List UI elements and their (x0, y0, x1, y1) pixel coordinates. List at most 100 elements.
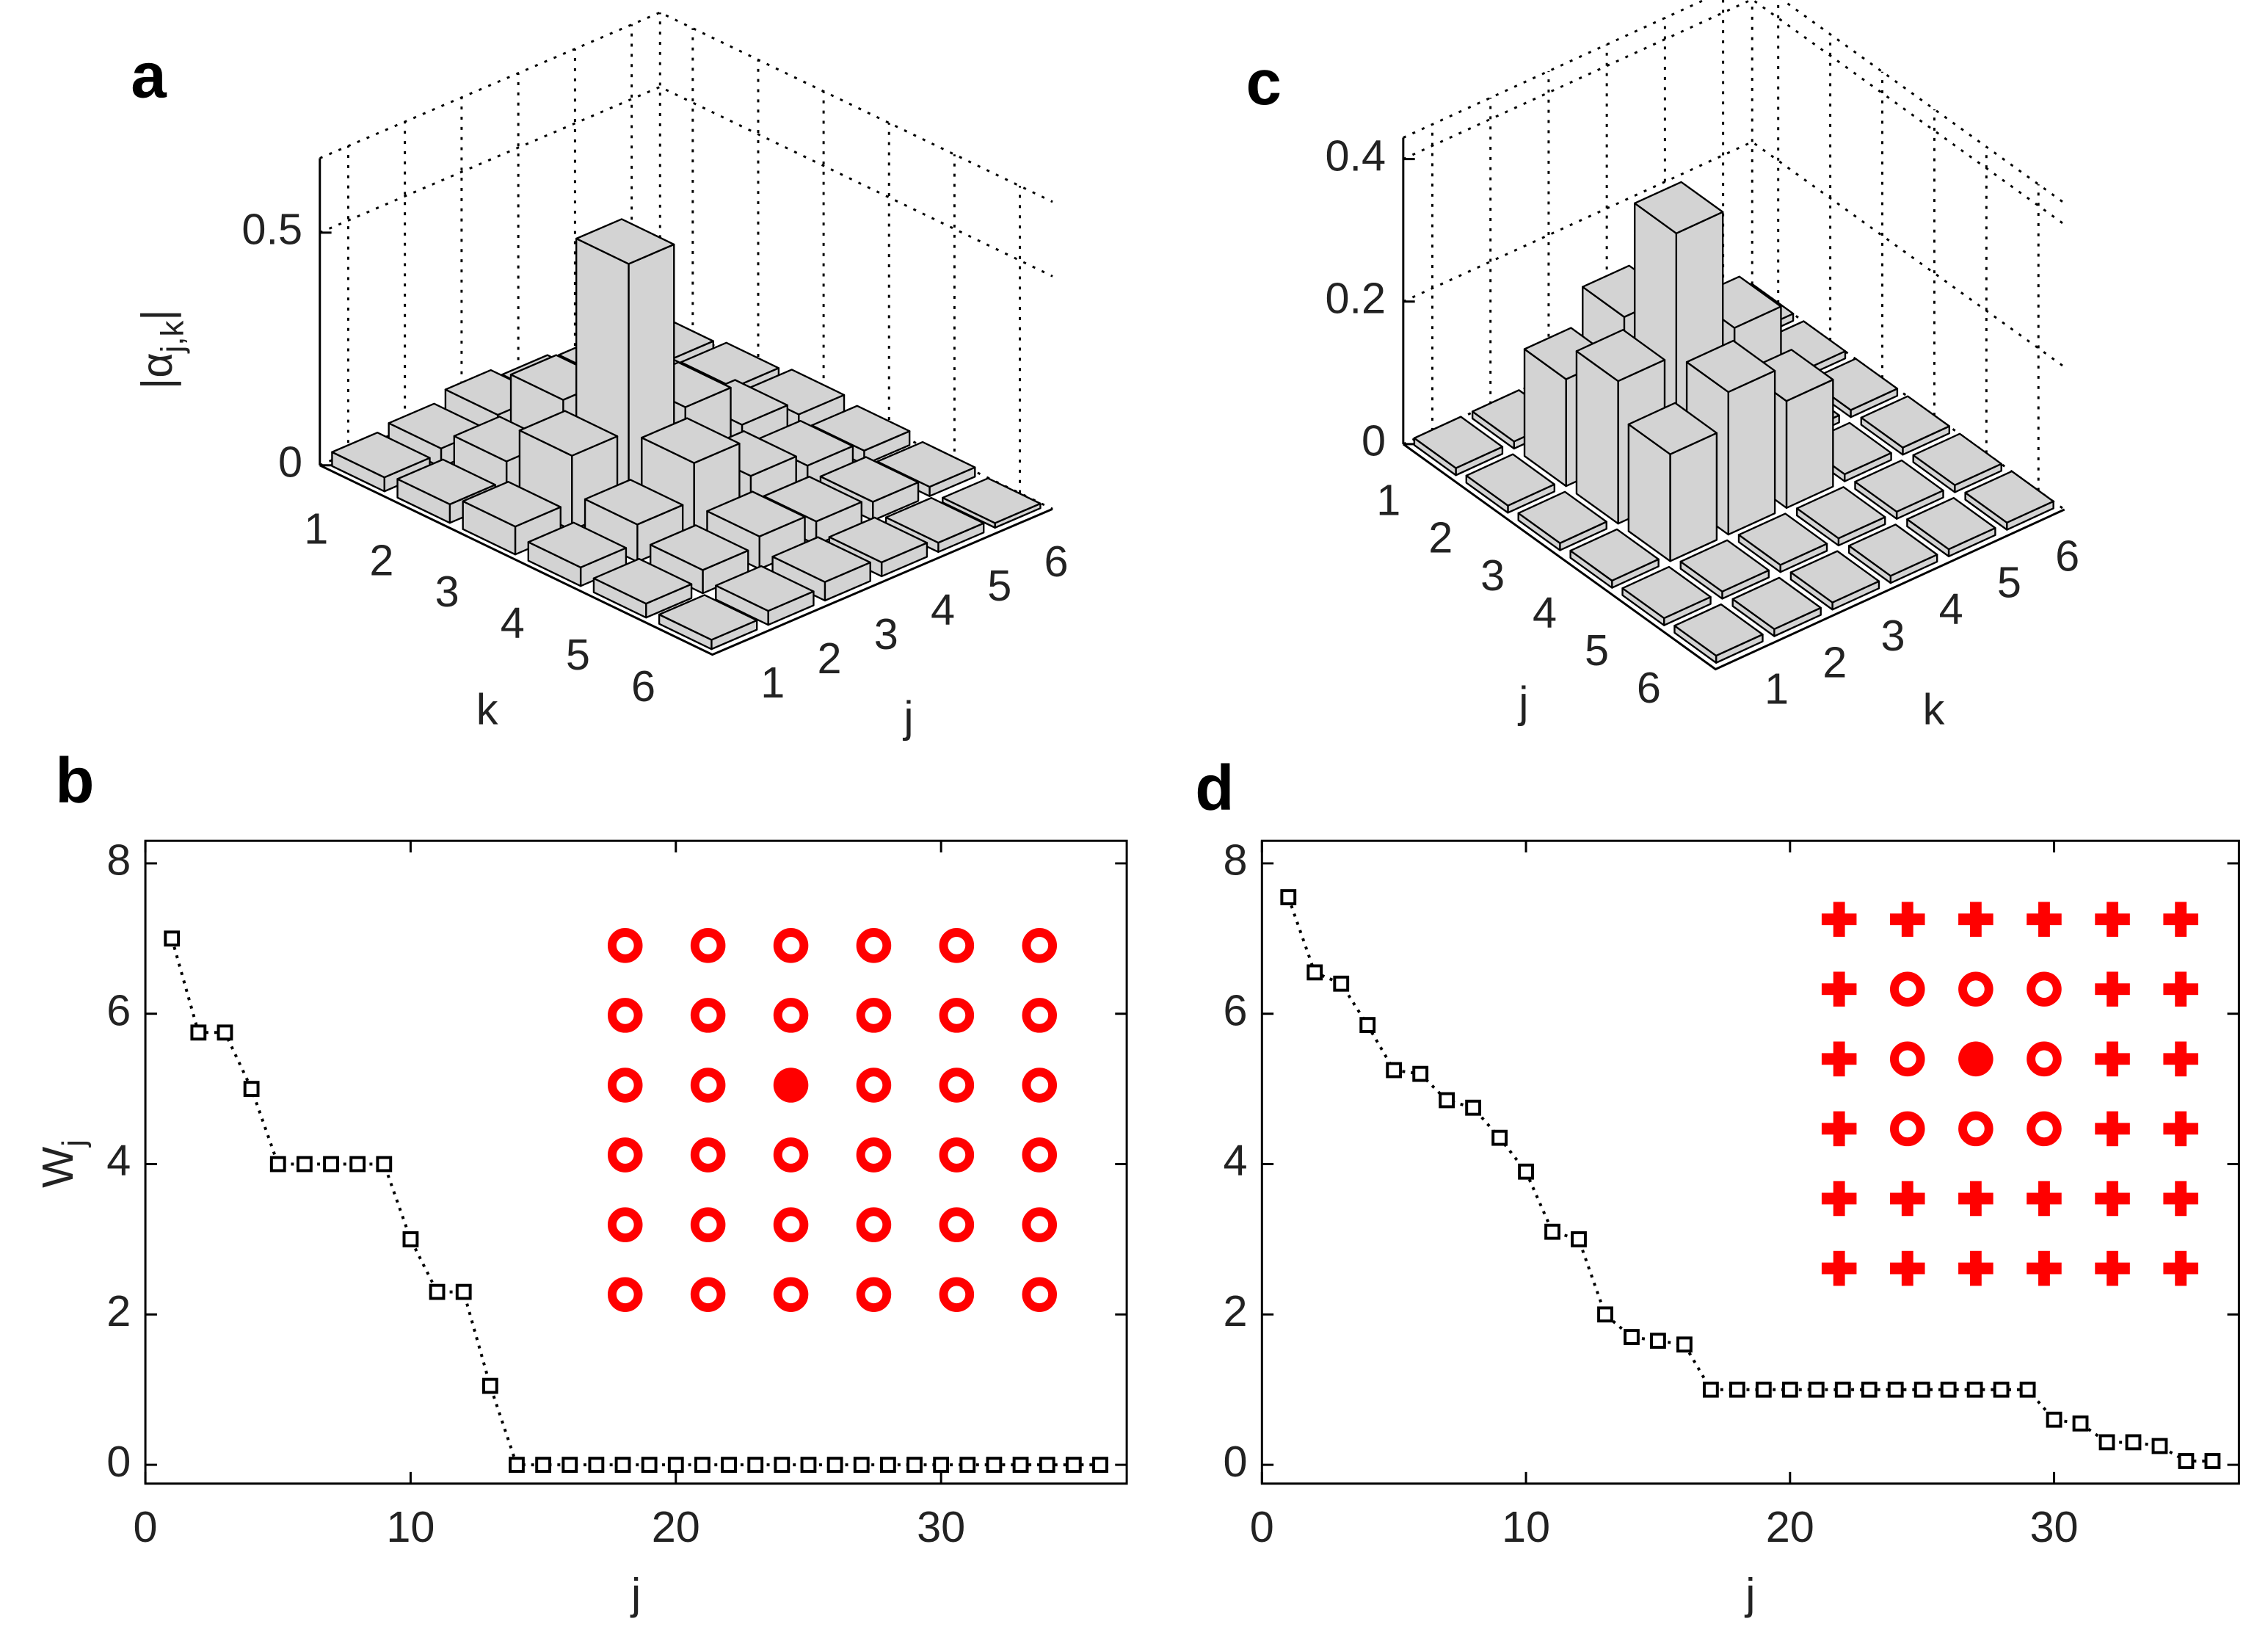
bar (1621, 565, 1712, 626)
right-tick-label: 6 (2055, 531, 2079, 580)
bar-top (1860, 395, 1951, 449)
inset-ring (1958, 971, 1993, 1007)
inset-ring (1890, 1111, 1925, 1147)
series-line (1287, 896, 2213, 1463)
inset-plus (2175, 902, 2187, 937)
point (455, 1283, 472, 1300)
inset-plus (2038, 1250, 2050, 1286)
right-tick-label: 1 (1764, 664, 1789, 714)
point (2204, 1453, 2221, 1469)
grid-line (1403, 0, 2065, 225)
inset-ring (939, 1277, 975, 1312)
inset-plus (2107, 971, 2118, 1007)
left-tick-label: 3 (1480, 551, 1505, 600)
inset-plus (1969, 1250, 1982, 1286)
inset-ring (607, 1068, 643, 1103)
inset-plus (1833, 1111, 1845, 1147)
bar-top (1673, 603, 1764, 657)
bar (1517, 490, 1607, 551)
point (1676, 1336, 1693, 1353)
right-tick-label: 3 (1880, 611, 1905, 660)
bar (1854, 459, 1944, 520)
inset-ring (607, 928, 643, 963)
bar-top (1808, 358, 1899, 411)
bar-top (1685, 339, 1776, 394)
inset-ring (856, 1137, 892, 1173)
point (164, 930, 181, 947)
right-tick-label: 6 (1044, 537, 1069, 586)
inset-plus (1833, 1041, 1845, 1077)
z-axis-label-part: |α (132, 352, 181, 389)
bar-top (1569, 528, 1660, 582)
bar (1737, 512, 1828, 573)
point (721, 1457, 737, 1474)
left-tick-label: 3 (435, 567, 459, 616)
bar-top (810, 405, 911, 452)
right-tick-label: 4 (931, 585, 955, 634)
bar (658, 594, 758, 651)
bar-top (584, 479, 684, 526)
bar (1679, 539, 1770, 600)
bar-top (650, 524, 749, 571)
bar-top (331, 432, 431, 479)
point (1940, 1381, 1957, 1398)
plot-frame (1260, 839, 2240, 1485)
inset-ring (607, 1277, 643, 1312)
point (2046, 1411, 2062, 1428)
inset-ring (1022, 928, 1058, 963)
bar-top (518, 410, 619, 457)
point (481, 1377, 498, 1394)
y-tick-label: 2 (1223, 1286, 1247, 1336)
inset-plus (2175, 1181, 2187, 1217)
inset-ring (939, 928, 975, 963)
point (800, 1457, 817, 1474)
inset-ring (1890, 971, 1925, 1007)
y-tick-label: 8 (1223, 836, 1247, 885)
inset-plus (2175, 971, 2187, 1007)
bar-face (1785, 378, 1834, 510)
z-tick-label: 0.4 (1325, 131, 1386, 180)
bar (1912, 432, 2002, 493)
inset-ring (690, 928, 726, 963)
inset-ring (773, 1137, 809, 1173)
point (1012, 1457, 1029, 1474)
bar-top (942, 477, 1042, 524)
bar-top (1731, 576, 1822, 630)
inset-plus (2107, 1111, 2118, 1147)
axis-label: j (1517, 678, 1528, 727)
point (1039, 1457, 1055, 1474)
point (535, 1457, 552, 1474)
bar (1796, 486, 1886, 547)
y-tick-label: 4 (106, 1136, 131, 1185)
point (243, 1081, 260, 1098)
bar-top (1413, 416, 1504, 469)
bar (771, 536, 871, 602)
y-tick-label: 0 (106, 1437, 131, 1486)
z-axis-label-part: j,k (155, 321, 190, 355)
x-tick-label: 20 (652, 1502, 700, 1551)
y-axis-label-part: W (33, 1147, 82, 1188)
bar-top (771, 536, 871, 583)
bar-top (1621, 565, 1712, 620)
bar-top (527, 521, 628, 569)
grid-line (319, 11, 1053, 203)
point (402, 1231, 419, 1247)
x-tick-label: 30 (2030, 1502, 2079, 1551)
inset-ring (2027, 971, 2062, 1007)
bar-face (1727, 369, 1776, 536)
y-axis-label-part: j (57, 1139, 92, 1148)
bar-top (680, 341, 780, 388)
bar-top (828, 516, 928, 564)
bar-face (1669, 432, 1718, 562)
inset-plus (1901, 902, 1913, 937)
bar (884, 496, 985, 554)
right-tick-label: 1 (760, 658, 785, 707)
bar (592, 557, 693, 619)
point (561, 1457, 578, 1474)
left-tick-label: 5 (1585, 626, 1609, 675)
inset-plus (1969, 902, 1982, 937)
point (1065, 1457, 1082, 1474)
bar-top (1517, 490, 1607, 544)
left-tick-label: 4 (1533, 588, 1557, 637)
panel-label: a (131, 40, 167, 111)
